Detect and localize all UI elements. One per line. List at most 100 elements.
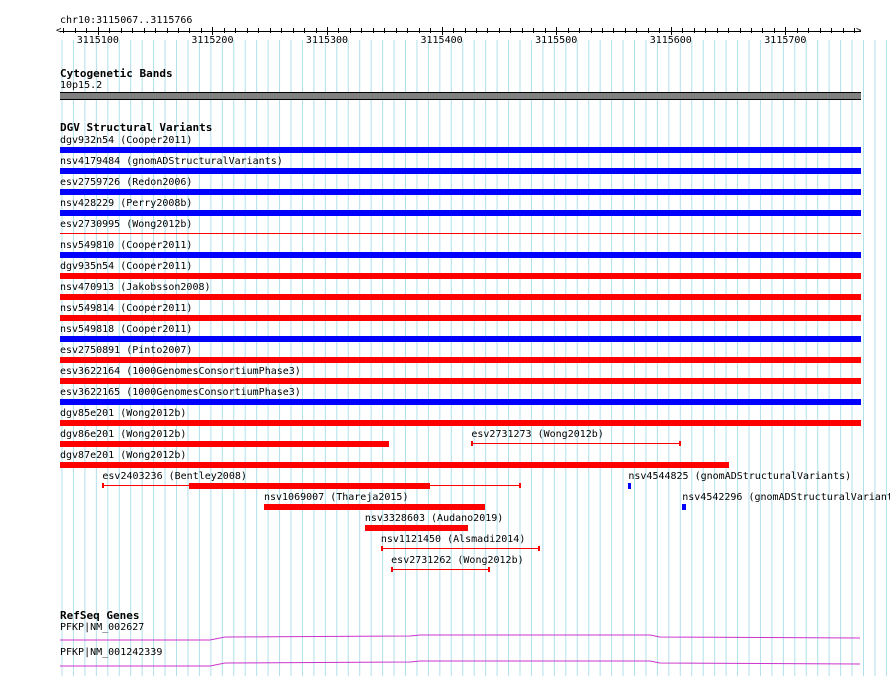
ruler-minor-tick [361, 28, 363, 33]
refseq-label-1[interactable]: PFKP|NM_002627 [60, 622, 145, 633]
variant-label[interactable]: dgv85e201 (Wong2012b) [60, 408, 187, 419]
ruler-minor-tick [304, 28, 306, 33]
ruler-minor-tick [579, 28, 581, 33]
variant-bar[interactable] [60, 210, 861, 216]
ruler-minor-tick [63, 28, 65, 33]
variant-bar[interactable] [60, 294, 861, 300]
variant-line[interactable] [391, 569, 490, 570]
variant-bar[interactable] [60, 420, 861, 426]
variant-label[interactable]: esv2731273 (Wong2012b) [471, 429, 604, 440]
variant-label[interactable]: esv2403236 (Bentley2008) [102, 471, 247, 482]
refseq-gene-2[interactable] [60, 656, 861, 668]
refseq-gene-1[interactable] [60, 630, 861, 642]
variant-label[interactable]: esv3622165 (1000GenomesConsortiumPhase3) [60, 387, 301, 398]
cytoband-bar[interactable] [60, 92, 861, 100]
variant-bar[interactable] [60, 336, 861, 342]
variant-label[interactable]: nsv470913 (Jakobsson2008) [60, 282, 211, 293]
ruler-minor-tick [223, 28, 225, 33]
ruler-major-tick [97, 27, 99, 35]
variant-bar[interactable] [60, 273, 861, 279]
variant-bar[interactable] [60, 147, 861, 153]
variant-thick-bar[interactable] [189, 483, 431, 489]
variant-label[interactable]: esv2750891 (Pinto2007) [60, 345, 193, 356]
ruler-minor-tick [819, 28, 821, 33]
refseq-track-title[interactable]: RefSeq Genes [60, 609, 140, 622]
variant-label[interactable]: dgv932n54 (Cooper2011) [60, 135, 193, 146]
ruler-minor-tick [544, 28, 546, 33]
variant-bar[interactable] [60, 378, 861, 384]
variant-label[interactable]: dgv935n54 (Cooper2011) [60, 261, 193, 272]
ruler-minor-tick [372, 28, 374, 33]
ruler-minor-tick [120, 28, 122, 33]
variant-bar[interactable] [60, 168, 861, 174]
ruler-tick-label: 3115500 [535, 35, 578, 46]
ruler-minor-tick [475, 28, 477, 33]
variant-label[interactable]: nsv1069007 (Thareja2015) [263, 492, 409, 503]
ruler-minor-tick [808, 28, 810, 33]
variant-label[interactable]: esv3622164 (1000GenomesConsortiumPhase3) [60, 366, 301, 377]
variant-bar[interactable] [60, 357, 861, 363]
ruler-minor-tick [269, 28, 271, 33]
ruler-major-tick [785, 27, 787, 35]
ruler-minor-tick [384, 28, 386, 33]
ruler-minor-tick [693, 28, 695, 33]
variant-label[interactable]: nsv4542296 (gnomADStructuralVariants) [682, 492, 890, 503]
ruler-minor-tick [567, 28, 569, 33]
ruler-tick-label: 3115700 [764, 35, 807, 46]
ruler-minor-tick [636, 28, 638, 33]
ruler-minor-tick [246, 28, 248, 33]
ruler-minor-tick [292, 28, 294, 33]
variant-label[interactable]: esv2759726 (Redon2006) [60, 177, 193, 188]
variant-label[interactable]: dgv86e201 (Wong2012b) [60, 429, 187, 440]
variant-label[interactable]: dgv87e201 (Wong2012b) [60, 450, 187, 461]
variant-label[interactable]: nsv549818 (Cooper2011) [60, 324, 193, 335]
variant-line[interactable] [471, 443, 682, 444]
variant-bar[interactable] [60, 189, 861, 195]
variant-label[interactable]: nsv549810 (Cooper2011) [60, 240, 193, 251]
ruler-minor-tick [602, 28, 604, 33]
ruler-minor-tick [258, 28, 260, 33]
variant-bar[interactable] [682, 504, 686, 510]
variant-bar[interactable] [628, 483, 632, 489]
ruler-minor-tick [750, 28, 752, 33]
ruler-left-arrow-icon[interactable]: < [56, 26, 62, 36]
variant-bar[interactable] [60, 315, 861, 321]
ruler-minor-tick [854, 28, 856, 33]
ruler-minor-tick [86, 28, 88, 33]
variant-label[interactable]: esv2731262 (Wong2012b) [391, 555, 524, 566]
variant-label[interactable]: nsv549814 (Cooper2011) [60, 303, 193, 314]
variant-bar[interactable] [263, 504, 486, 510]
variant-bar[interactable] [364, 525, 468, 531]
cytoband-track-title[interactable]: Cytogenetic Bands [60, 67, 173, 80]
region-label: chr10:3115067..3115766 [60, 15, 193, 26]
variant-label[interactable]: nsv428229 (Perry2008b) [60, 198, 193, 209]
ruler-minor-tick [349, 28, 351, 33]
variant-end-cap [538, 546, 541, 551]
ruler-minor-tick [74, 28, 76, 33]
ruler-minor-tick [682, 28, 684, 33]
dgv-track-title[interactable]: DGV Structural Variants [60, 121, 213, 134]
variant-bar[interactable] [60, 462, 730, 468]
ruler-minor-tick [510, 28, 512, 33]
variant-line[interactable] [380, 548, 541, 549]
ruler-major-tick [327, 27, 328, 35]
ruler: chr10:3115067..3115766 < > 3115100 311520… [0, 0, 890, 50]
variant-label[interactable]: nsv4179484 (gnomADStructuralVariants) [60, 156, 283, 167]
variant-label[interactable]: nsv4544825 (gnomADStructuralVariants) [628, 471, 852, 482]
ruler-minor-tick [132, 28, 134, 33]
ruler-right-arrow-icon[interactable]: > [856, 26, 862, 36]
ruler-minor-tick [487, 28, 489, 33]
variant-line[interactable] [60, 233, 861, 234]
ruler-tick-label: 3115200 [191, 35, 234, 46]
variant-bar[interactable] [60, 441, 389, 447]
variant-label[interactable]: esv2730995 (Wong2012b) [60, 219, 193, 230]
variant-label[interactable]: nsv1121450 (Alsmadi2014) [380, 534, 526, 545]
variant-bar[interactable] [60, 399, 861, 405]
refseq-label-2[interactable]: PFKP|NM_001242339 [60, 647, 163, 658]
variant-bar[interactable] [60, 252, 861, 258]
ruler-minor-tick [189, 28, 191, 33]
variant-label[interactable]: nsv3328603 (Audano2019) [364, 513, 504, 524]
ruler-major-tick [441, 27, 443, 35]
ruler-minor-tick [315, 28, 317, 33]
